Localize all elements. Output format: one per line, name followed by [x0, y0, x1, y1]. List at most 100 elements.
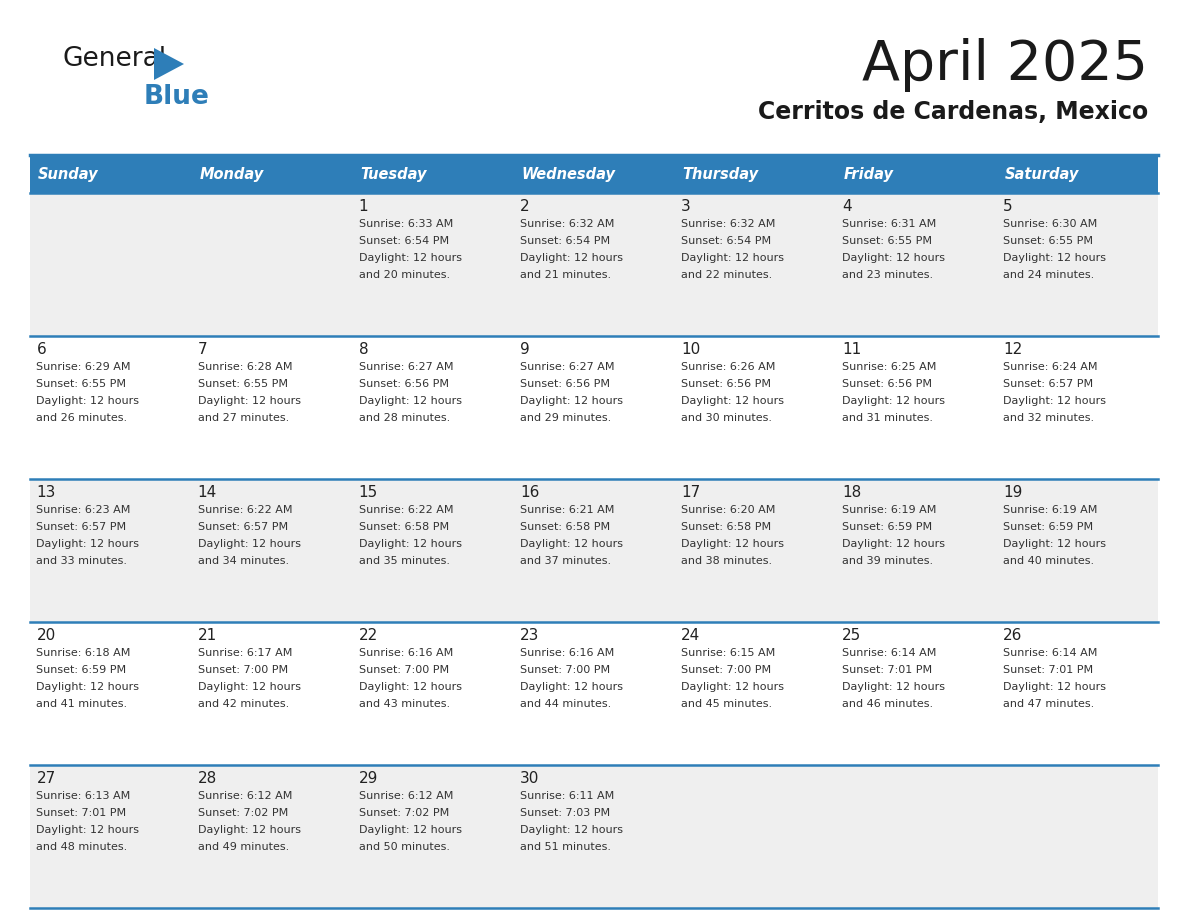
Text: Sunset: 6:54 PM: Sunset: 6:54 PM — [520, 236, 609, 246]
Text: Sunset: 6:59 PM: Sunset: 6:59 PM — [37, 665, 127, 675]
Text: 5: 5 — [1004, 199, 1013, 214]
Text: and 48 minutes.: and 48 minutes. — [37, 842, 127, 852]
Text: Daylight: 12 hours: Daylight: 12 hours — [681, 539, 784, 549]
Text: Sunset: 6:57 PM: Sunset: 6:57 PM — [197, 522, 287, 532]
Text: 13: 13 — [37, 485, 56, 500]
Text: Sunset: 7:01 PM: Sunset: 7:01 PM — [37, 808, 127, 818]
Text: Daylight: 12 hours: Daylight: 12 hours — [37, 539, 139, 549]
Text: Friday: Friday — [843, 166, 893, 182]
FancyBboxPatch shape — [30, 193, 1158, 336]
FancyBboxPatch shape — [30, 479, 1158, 622]
Text: Cerritos de Cardenas, Mexico: Cerritos de Cardenas, Mexico — [758, 100, 1148, 124]
Text: Sunrise: 6:16 AM: Sunrise: 6:16 AM — [520, 648, 614, 658]
Text: and 22 minutes.: and 22 minutes. — [681, 270, 772, 280]
Text: Daylight: 12 hours: Daylight: 12 hours — [37, 682, 139, 692]
Text: Sunset: 6:58 PM: Sunset: 6:58 PM — [520, 522, 609, 532]
Text: Sunset: 6:54 PM: Sunset: 6:54 PM — [681, 236, 771, 246]
Text: 17: 17 — [681, 485, 700, 500]
Text: Daylight: 12 hours: Daylight: 12 hours — [681, 253, 784, 263]
Text: Daylight: 12 hours: Daylight: 12 hours — [681, 396, 784, 406]
Text: 23: 23 — [520, 628, 539, 643]
Text: Daylight: 12 hours: Daylight: 12 hours — [197, 539, 301, 549]
Text: Tuesday: Tuesday — [360, 166, 426, 182]
Text: Sunrise: 6:13 AM: Sunrise: 6:13 AM — [37, 791, 131, 801]
Text: 30: 30 — [520, 771, 539, 786]
Text: and 39 minutes.: and 39 minutes. — [842, 556, 934, 566]
Text: 8: 8 — [359, 342, 368, 357]
Text: Sunrise: 6:15 AM: Sunrise: 6:15 AM — [681, 648, 776, 658]
Text: Sunset: 6:54 PM: Sunset: 6:54 PM — [359, 236, 449, 246]
Text: 11: 11 — [842, 342, 861, 357]
Text: Sunset: 6:59 PM: Sunset: 6:59 PM — [842, 522, 933, 532]
Text: Sunset: 6:55 PM: Sunset: 6:55 PM — [197, 379, 287, 389]
Text: Sunrise: 6:16 AM: Sunrise: 6:16 AM — [359, 648, 453, 658]
FancyBboxPatch shape — [30, 155, 1158, 193]
Text: Daylight: 12 hours: Daylight: 12 hours — [197, 396, 301, 406]
Text: Sunrise: 6:17 AM: Sunrise: 6:17 AM — [197, 648, 292, 658]
Text: Sunrise: 6:30 AM: Sunrise: 6:30 AM — [1004, 219, 1098, 229]
Text: 6: 6 — [37, 342, 46, 357]
Text: Sunset: 6:55 PM: Sunset: 6:55 PM — [1004, 236, 1093, 246]
Text: Sunrise: 6:19 AM: Sunrise: 6:19 AM — [842, 505, 936, 515]
Text: Thursday: Thursday — [683, 166, 759, 182]
Text: Sunrise: 6:33 AM: Sunrise: 6:33 AM — [359, 219, 453, 229]
Text: Sunrise: 6:21 AM: Sunrise: 6:21 AM — [520, 505, 614, 515]
Text: and 31 minutes.: and 31 minutes. — [842, 413, 933, 423]
Text: Sunrise: 6:18 AM: Sunrise: 6:18 AM — [37, 648, 131, 658]
Text: Wednesday: Wednesday — [522, 166, 615, 182]
Text: Daylight: 12 hours: Daylight: 12 hours — [37, 825, 139, 835]
Text: 28: 28 — [197, 771, 217, 786]
Text: Sunrise: 6:23 AM: Sunrise: 6:23 AM — [37, 505, 131, 515]
Text: Sunset: 7:00 PM: Sunset: 7:00 PM — [520, 665, 609, 675]
Text: and 29 minutes.: and 29 minutes. — [520, 413, 611, 423]
FancyBboxPatch shape — [30, 336, 1158, 479]
Text: 1: 1 — [359, 199, 368, 214]
Text: and 20 minutes.: and 20 minutes. — [359, 270, 450, 280]
Text: Sunset: 6:57 PM: Sunset: 6:57 PM — [1004, 379, 1093, 389]
Text: Daylight: 12 hours: Daylight: 12 hours — [197, 682, 301, 692]
Text: 26: 26 — [1004, 628, 1023, 643]
Text: and 30 minutes.: and 30 minutes. — [681, 413, 772, 423]
Text: 18: 18 — [842, 485, 861, 500]
Text: 10: 10 — [681, 342, 700, 357]
Text: 22: 22 — [359, 628, 378, 643]
Text: and 38 minutes.: and 38 minutes. — [681, 556, 772, 566]
Text: Daylight: 12 hours: Daylight: 12 hours — [520, 396, 623, 406]
Text: Daylight: 12 hours: Daylight: 12 hours — [359, 396, 462, 406]
Text: and 45 minutes.: and 45 minutes. — [681, 699, 772, 709]
Text: Sunset: 6:58 PM: Sunset: 6:58 PM — [359, 522, 449, 532]
Text: Sunset: 7:01 PM: Sunset: 7:01 PM — [842, 665, 933, 675]
Text: Sunset: 7:02 PM: Sunset: 7:02 PM — [197, 808, 287, 818]
Text: Monday: Monday — [200, 166, 264, 182]
Text: Sunrise: 6:32 AM: Sunrise: 6:32 AM — [681, 219, 776, 229]
Text: and 26 minutes.: and 26 minutes. — [37, 413, 127, 423]
Text: Blue: Blue — [144, 84, 210, 110]
Text: Sunrise: 6:14 AM: Sunrise: 6:14 AM — [1004, 648, 1098, 658]
Text: 25: 25 — [842, 628, 861, 643]
Text: Sunset: 6:56 PM: Sunset: 6:56 PM — [359, 379, 449, 389]
Text: Sunday: Sunday — [38, 166, 99, 182]
Text: Sunset: 6:57 PM: Sunset: 6:57 PM — [37, 522, 127, 532]
Text: and 21 minutes.: and 21 minutes. — [520, 270, 611, 280]
Text: Sunset: 6:56 PM: Sunset: 6:56 PM — [520, 379, 609, 389]
Text: Daylight: 12 hours: Daylight: 12 hours — [1004, 539, 1106, 549]
Polygon shape — [154, 48, 184, 80]
Text: 20: 20 — [37, 628, 56, 643]
Text: Sunrise: 6:11 AM: Sunrise: 6:11 AM — [520, 791, 614, 801]
Text: 12: 12 — [1004, 342, 1023, 357]
Text: Daylight: 12 hours: Daylight: 12 hours — [520, 682, 623, 692]
Text: 7: 7 — [197, 342, 207, 357]
Text: Sunrise: 6:27 AM: Sunrise: 6:27 AM — [520, 362, 614, 372]
Text: Sunset: 7:00 PM: Sunset: 7:00 PM — [359, 665, 449, 675]
Text: and 44 minutes.: and 44 minutes. — [520, 699, 611, 709]
Text: Sunrise: 6:25 AM: Sunrise: 6:25 AM — [842, 362, 936, 372]
Text: Sunset: 7:00 PM: Sunset: 7:00 PM — [681, 665, 771, 675]
Text: Sunrise: 6:22 AM: Sunrise: 6:22 AM — [359, 505, 454, 515]
Text: and 47 minutes.: and 47 minutes. — [1004, 699, 1094, 709]
Text: Sunrise: 6:12 AM: Sunrise: 6:12 AM — [359, 791, 453, 801]
Text: 15: 15 — [359, 485, 378, 500]
Text: Daylight: 12 hours: Daylight: 12 hours — [37, 396, 139, 406]
Text: 3: 3 — [681, 199, 690, 214]
Text: 9: 9 — [520, 342, 530, 357]
Text: Daylight: 12 hours: Daylight: 12 hours — [359, 825, 462, 835]
